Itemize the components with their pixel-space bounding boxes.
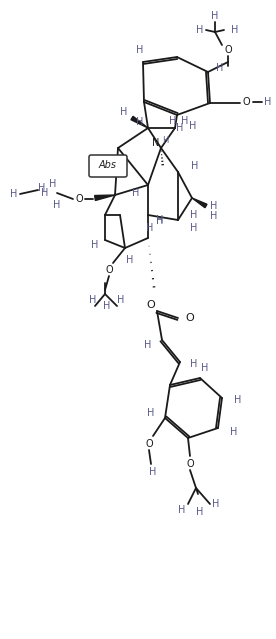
Text: H: H [169, 116, 177, 126]
Text: H: H [49, 179, 57, 189]
Text: H: H [178, 505, 186, 515]
Text: H: H [212, 499, 220, 509]
Text: H: H [53, 200, 61, 210]
Text: H: H [103, 301, 111, 311]
Text: H: H [136, 45, 144, 55]
Text: O: O [75, 194, 83, 204]
Text: H: H [156, 216, 164, 226]
Text: O: O [224, 45, 232, 55]
Text: H: H [264, 97, 272, 107]
Text: O: O [145, 439, 153, 449]
Text: N: N [152, 138, 160, 148]
Text: H: H [181, 116, 189, 126]
Text: O: O [147, 300, 155, 310]
Text: H: H [191, 161, 199, 171]
Text: O: O [186, 459, 194, 469]
Text: H: H [210, 201, 218, 211]
Text: H: H [196, 507, 204, 517]
FancyBboxPatch shape [89, 155, 127, 177]
Text: H: H [190, 359, 198, 369]
Text: H: H [132, 188, 140, 198]
Text: H: H [149, 467, 157, 477]
Text: H: H [162, 135, 168, 144]
Text: H: H [190, 210, 198, 220]
Text: H: H [10, 189, 18, 199]
Text: H: H [156, 215, 164, 225]
Text: H: H [196, 25, 204, 35]
Text: H: H [38, 183, 46, 193]
Polygon shape [192, 198, 207, 208]
Text: H: H [210, 211, 218, 221]
Polygon shape [131, 116, 148, 128]
Text: H: H [234, 395, 242, 405]
Text: H: H [41, 188, 49, 198]
Text: H: H [126, 255, 134, 265]
Text: H: H [147, 408, 155, 418]
Polygon shape [95, 195, 115, 201]
Text: H: H [91, 240, 99, 250]
Text: H: H [120, 107, 128, 117]
Text: O: O [242, 97, 250, 107]
Text: H: H [231, 25, 239, 35]
Text: H: H [201, 363, 209, 373]
Text: H: H [211, 11, 219, 21]
Text: H: H [89, 295, 97, 305]
Text: H: H [136, 117, 144, 127]
Text: H: H [176, 123, 184, 133]
Text: O: O [105, 265, 113, 275]
Text: H: H [230, 427, 238, 437]
Text: H: H [117, 295, 125, 305]
Text: H: H [189, 121, 197, 131]
Text: H: H [190, 223, 198, 233]
Text: H: H [144, 340, 152, 350]
Text: H: H [216, 63, 224, 73]
Text: O: O [186, 313, 194, 323]
Text: H: H [146, 223, 154, 233]
Text: Abs: Abs [99, 160, 117, 170]
